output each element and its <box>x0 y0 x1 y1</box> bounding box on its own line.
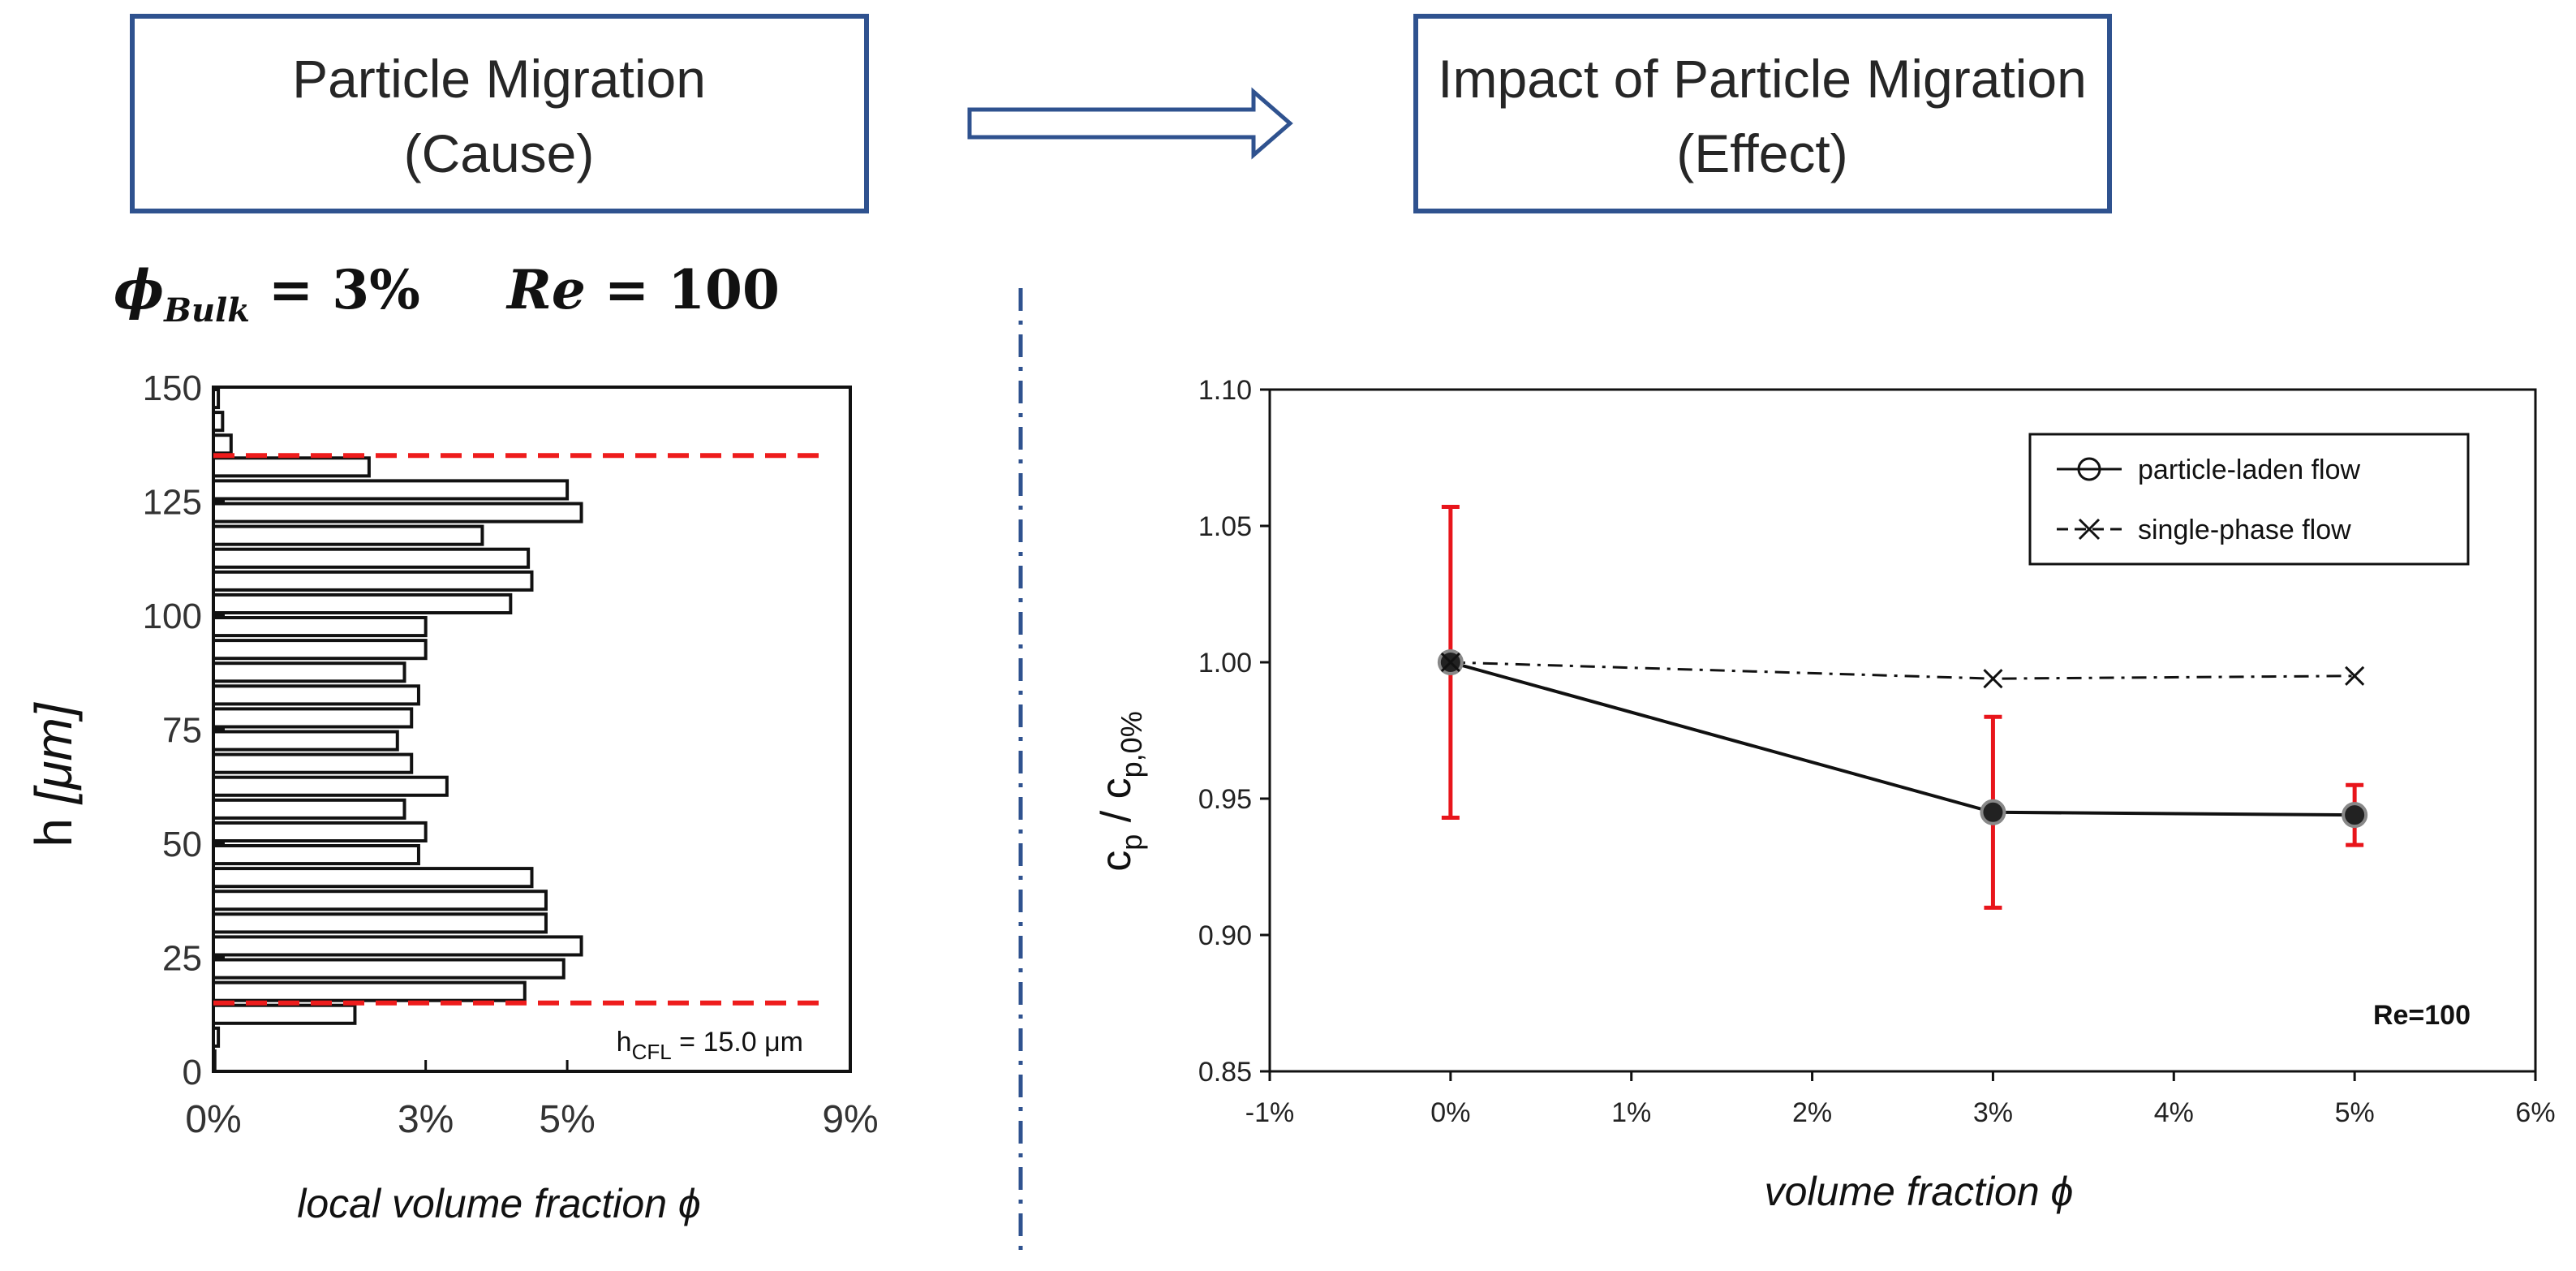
legend-circle-marker-icon <box>2077 457 2101 481</box>
cp-x-tick-label: 5% <box>2335 1097 2375 1128</box>
histogram-bar <box>212 684 420 706</box>
effect-box <box>1413 14 2112 213</box>
bulk-value: = 3% <box>250 258 420 321</box>
legend-box <box>2028 433 2470 566</box>
phi-symbol: ϕ <box>114 258 164 321</box>
cp-y-label: cp / cp,0% <box>1093 711 1148 871</box>
histogram-y-tick-label: 75 <box>162 711 202 751</box>
legend-label-single: single-phase flow <box>2138 515 2351 545</box>
cp-y-label-c: c <box>1093 851 1140 872</box>
histogram-bar <box>212 730 399 752</box>
histogram-bar <box>212 958 566 980</box>
cause-title: Particle Migration <box>292 49 706 109</box>
reynolds-annotation: Re=100 <box>2373 1000 2471 1031</box>
cp-y-label-sub2: p,0% <box>1115 711 1148 778</box>
histogram-x-tick-label: 5% <box>539 1098 595 1141</box>
bulk-fraction-label: ϕBulk = 3% <box>114 258 420 330</box>
histogram-bar <box>212 935 583 957</box>
histogram-panel: 0 25 50 75 100 125 150 0% 3% 5% 9% <box>143 368 879 1141</box>
particle-laden-point <box>2342 802 2368 829</box>
cause-subtitle: (Cause) <box>404 123 595 183</box>
particle-laden-point <box>1980 799 2006 825</box>
histogram-bar <box>212 798 406 820</box>
histogram-bar <box>212 980 527 1002</box>
histogram-y-tick-label: 0 <box>183 1053 202 1092</box>
histogram-bar <box>212 592 513 615</box>
single-phase-point <box>1440 652 1460 673</box>
cp-y-label-sub1: p <box>1115 834 1148 851</box>
cp-x-tick-label: 4% <box>2154 1097 2194 1128</box>
single-phase-line <box>1450 661 2355 680</box>
histogram-x-label: local volume fraction ϕ <box>297 1181 700 1226</box>
histogram-y-tick-label: 100 <box>143 597 202 636</box>
histogram-y-label-main: h <box>24 804 83 847</box>
cp-y-tick-label: 1.00 <box>1198 648 1252 679</box>
cp-y-tick-label: 1.05 <box>1198 511 1252 542</box>
histogram-bar <box>212 775 449 797</box>
cp-plot-frame <box>1268 388 2537 1073</box>
histogram-bar <box>212 844 420 866</box>
cfl-annotation: hCFL = 15.0 μm <box>617 1027 803 1064</box>
histogram-x-tick-label: 9% <box>822 1098 878 1141</box>
right-arrow-icon <box>967 87 1293 160</box>
cp-x-tick-label: 3% <box>1973 1097 2013 1128</box>
histogram-bar <box>212 867 534 889</box>
histogram-bar <box>212 502 583 523</box>
histogram-bar <box>212 821 428 843</box>
cp-x-tick-label: 0% <box>1430 1097 1470 1128</box>
cp-x-tick-label: 2% <box>1792 1097 1832 1128</box>
histogram-x-tick-label: 3% <box>398 1098 454 1141</box>
histogram-bar <box>212 616 428 638</box>
histogram-bar <box>212 707 414 729</box>
histogram-bar <box>212 479 570 501</box>
cfl-annotation-value: = 15.0 μm <box>672 1027 803 1058</box>
legend-label-particle: particle-laden flow <box>2138 455 2360 485</box>
histogram-y-label-unit: [μm] <box>24 702 83 805</box>
histogram-bar <box>212 661 406 683</box>
histogram-y-label: h [μm] <box>24 702 83 847</box>
cause-box <box>130 14 869 213</box>
histogram-x-tick-label: 0% <box>185 1098 241 1141</box>
effect-title: Impact of Particle Migration <box>1438 49 2087 109</box>
histogram-bar <box>212 524 484 546</box>
histogram-bar <box>212 547 531 569</box>
cp-x-tick-label: 1% <box>1611 1097 1651 1128</box>
single-phase-point <box>2345 666 2365 686</box>
reynolds-label: Re = 100 <box>505 258 780 321</box>
cp-x-tick-label: -1% <box>1245 1097 1294 1128</box>
histogram-bar <box>212 890 548 911</box>
cp-x-tick-label: 6% <box>2515 1097 2555 1128</box>
effect-subtitle: (Effect) <box>1676 123 1848 183</box>
cp-x-label: volume fraction ϕ <box>1765 1169 2074 1214</box>
histogram-bar <box>212 639 428 661</box>
cp-y-label-mid: / c <box>1093 778 1140 834</box>
histogram-bar <box>212 752 414 774</box>
histogram-bar <box>212 433 233 455</box>
cp-y-tick-label: 0.95 <box>1198 784 1252 815</box>
cfl-annotation-prefix: h <box>617 1027 632 1058</box>
histogram-bar <box>212 456 371 478</box>
histogram-bar <box>212 912 548 934</box>
re-value: = 100 <box>586 258 780 321</box>
bulk-subscript: Bulk <box>163 291 250 330</box>
re-symbol: Re <box>505 258 586 321</box>
histogram-y-tick-label: 125 <box>143 483 202 523</box>
cp-y-tick-label: 0.90 <box>1198 920 1252 951</box>
cp-y-tick-label: 1.10 <box>1198 375 1252 406</box>
histogram-y-tick-label: 150 <box>143 368 202 408</box>
histogram-y-tick-label: 25 <box>162 939 202 979</box>
histogram-y-tick-label: 50 <box>162 825 202 864</box>
histogram-bar <box>212 1003 357 1025</box>
cp-ratio-panel: 0.85 0.90 0.95 1.00 1.05 1.10 -1% 0% 1% 2% 3% 4% 5% 6… <box>1198 375 2556 1128</box>
single-phase-point <box>1983 669 2003 689</box>
particle-laden-line <box>1450 661 2355 817</box>
legend-x-marker-icon <box>2078 518 2101 541</box>
cfl-annotation-subscript: CFL <box>632 1040 672 1064</box>
histogram-bar <box>212 570 534 592</box>
cp-y-tick-label: 0.85 <box>1198 1057 1252 1088</box>
